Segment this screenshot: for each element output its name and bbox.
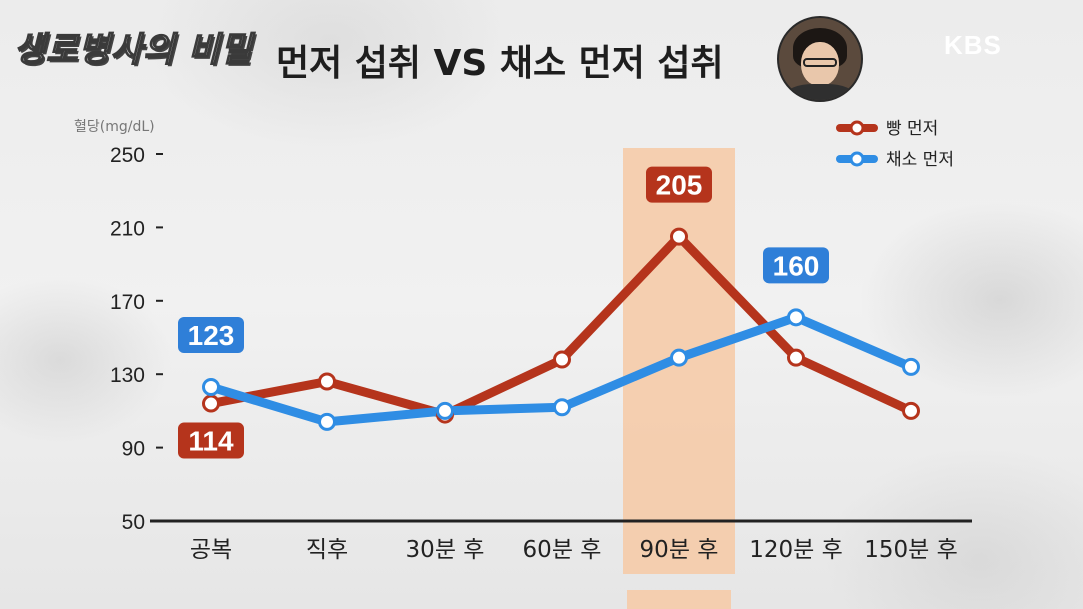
y-tick-label-50: 50 [122,511,145,534]
data-label-114: 114 [188,426,234,457]
program-logo: 생로병사의 비밀 [13,29,253,71]
y-axis-label: 혈당(mg/dL) [74,119,155,135]
data-point-채소-먼저-90분-후 [670,348,688,367]
y-tick-label-250: 250 [110,144,145,167]
y-tick-label-170: 170 [110,291,145,314]
avatar-body [785,84,855,100]
data-label-160: 160 [773,250,820,281]
x-tick-label-공복: 공복 [190,537,232,563]
data-point-빵-먼저-150분-후 [902,401,920,420]
y-tick-label-130: 130 [110,364,145,387]
x-tick-label-150분-후: 150분 후 [864,537,958,563]
data-point-빵-먼저-120분-후 [787,348,805,367]
x-tick-label-30분-후: 30분 후 [406,537,485,563]
highlight-band-tail [627,590,731,609]
data-label-box-160 [763,247,829,284]
avatar-face [801,42,839,86]
interviewee-avatar [777,16,863,102]
data-point-빵-먼저-60분-후 [553,350,571,369]
data-label-205: 205 [656,170,703,201]
x-tick-label-120분-후: 120분 후 [749,537,843,563]
legend-label-빵-먼저: 빵 먼저 [886,119,938,139]
data-point-빵-먼저-직후 [318,372,336,391]
data-label-box-205 [646,166,712,203]
page-title: 먼저 섭취 VS 채소 먼저 섭취 [276,43,724,84]
y-tick-label-90: 90 [122,438,145,461]
broadcaster-logo: KBS [944,30,1002,60]
x-tick-label-90분-후: 90분 후 [640,537,719,563]
data-point-채소-먼저-직후 [318,412,336,431]
data-point-빵-먼저-90분-후 [670,227,688,246]
data-label-box-123 [178,317,244,354]
data-point-빵-먼저-공복 [202,394,220,413]
legend-swatch-dot-채소-먼저 [849,151,865,167]
data-label-123: 123 [188,320,235,351]
data-point-채소-먼저-60분-후 [553,398,571,417]
y-tick-label-210: 210 [110,217,145,240]
avatar-glasses [803,58,837,67]
data-point-채소-먼저-공복 [202,378,220,397]
data-point-채소-먼저-120분-후 [787,308,805,327]
data-label-box-114 [178,422,244,459]
data-point-채소-먼저-150분-후 [902,357,920,376]
legend-label-채소-먼저: 채소 먼저 [886,150,954,170]
x-tick-label-직후: 직후 [306,537,348,563]
legend-swatch-dot-빵-먼저 [849,120,865,136]
data-point-채소-먼저-30분-후 [436,401,454,420]
x-tick-label-60분-후: 60분 후 [523,537,602,563]
